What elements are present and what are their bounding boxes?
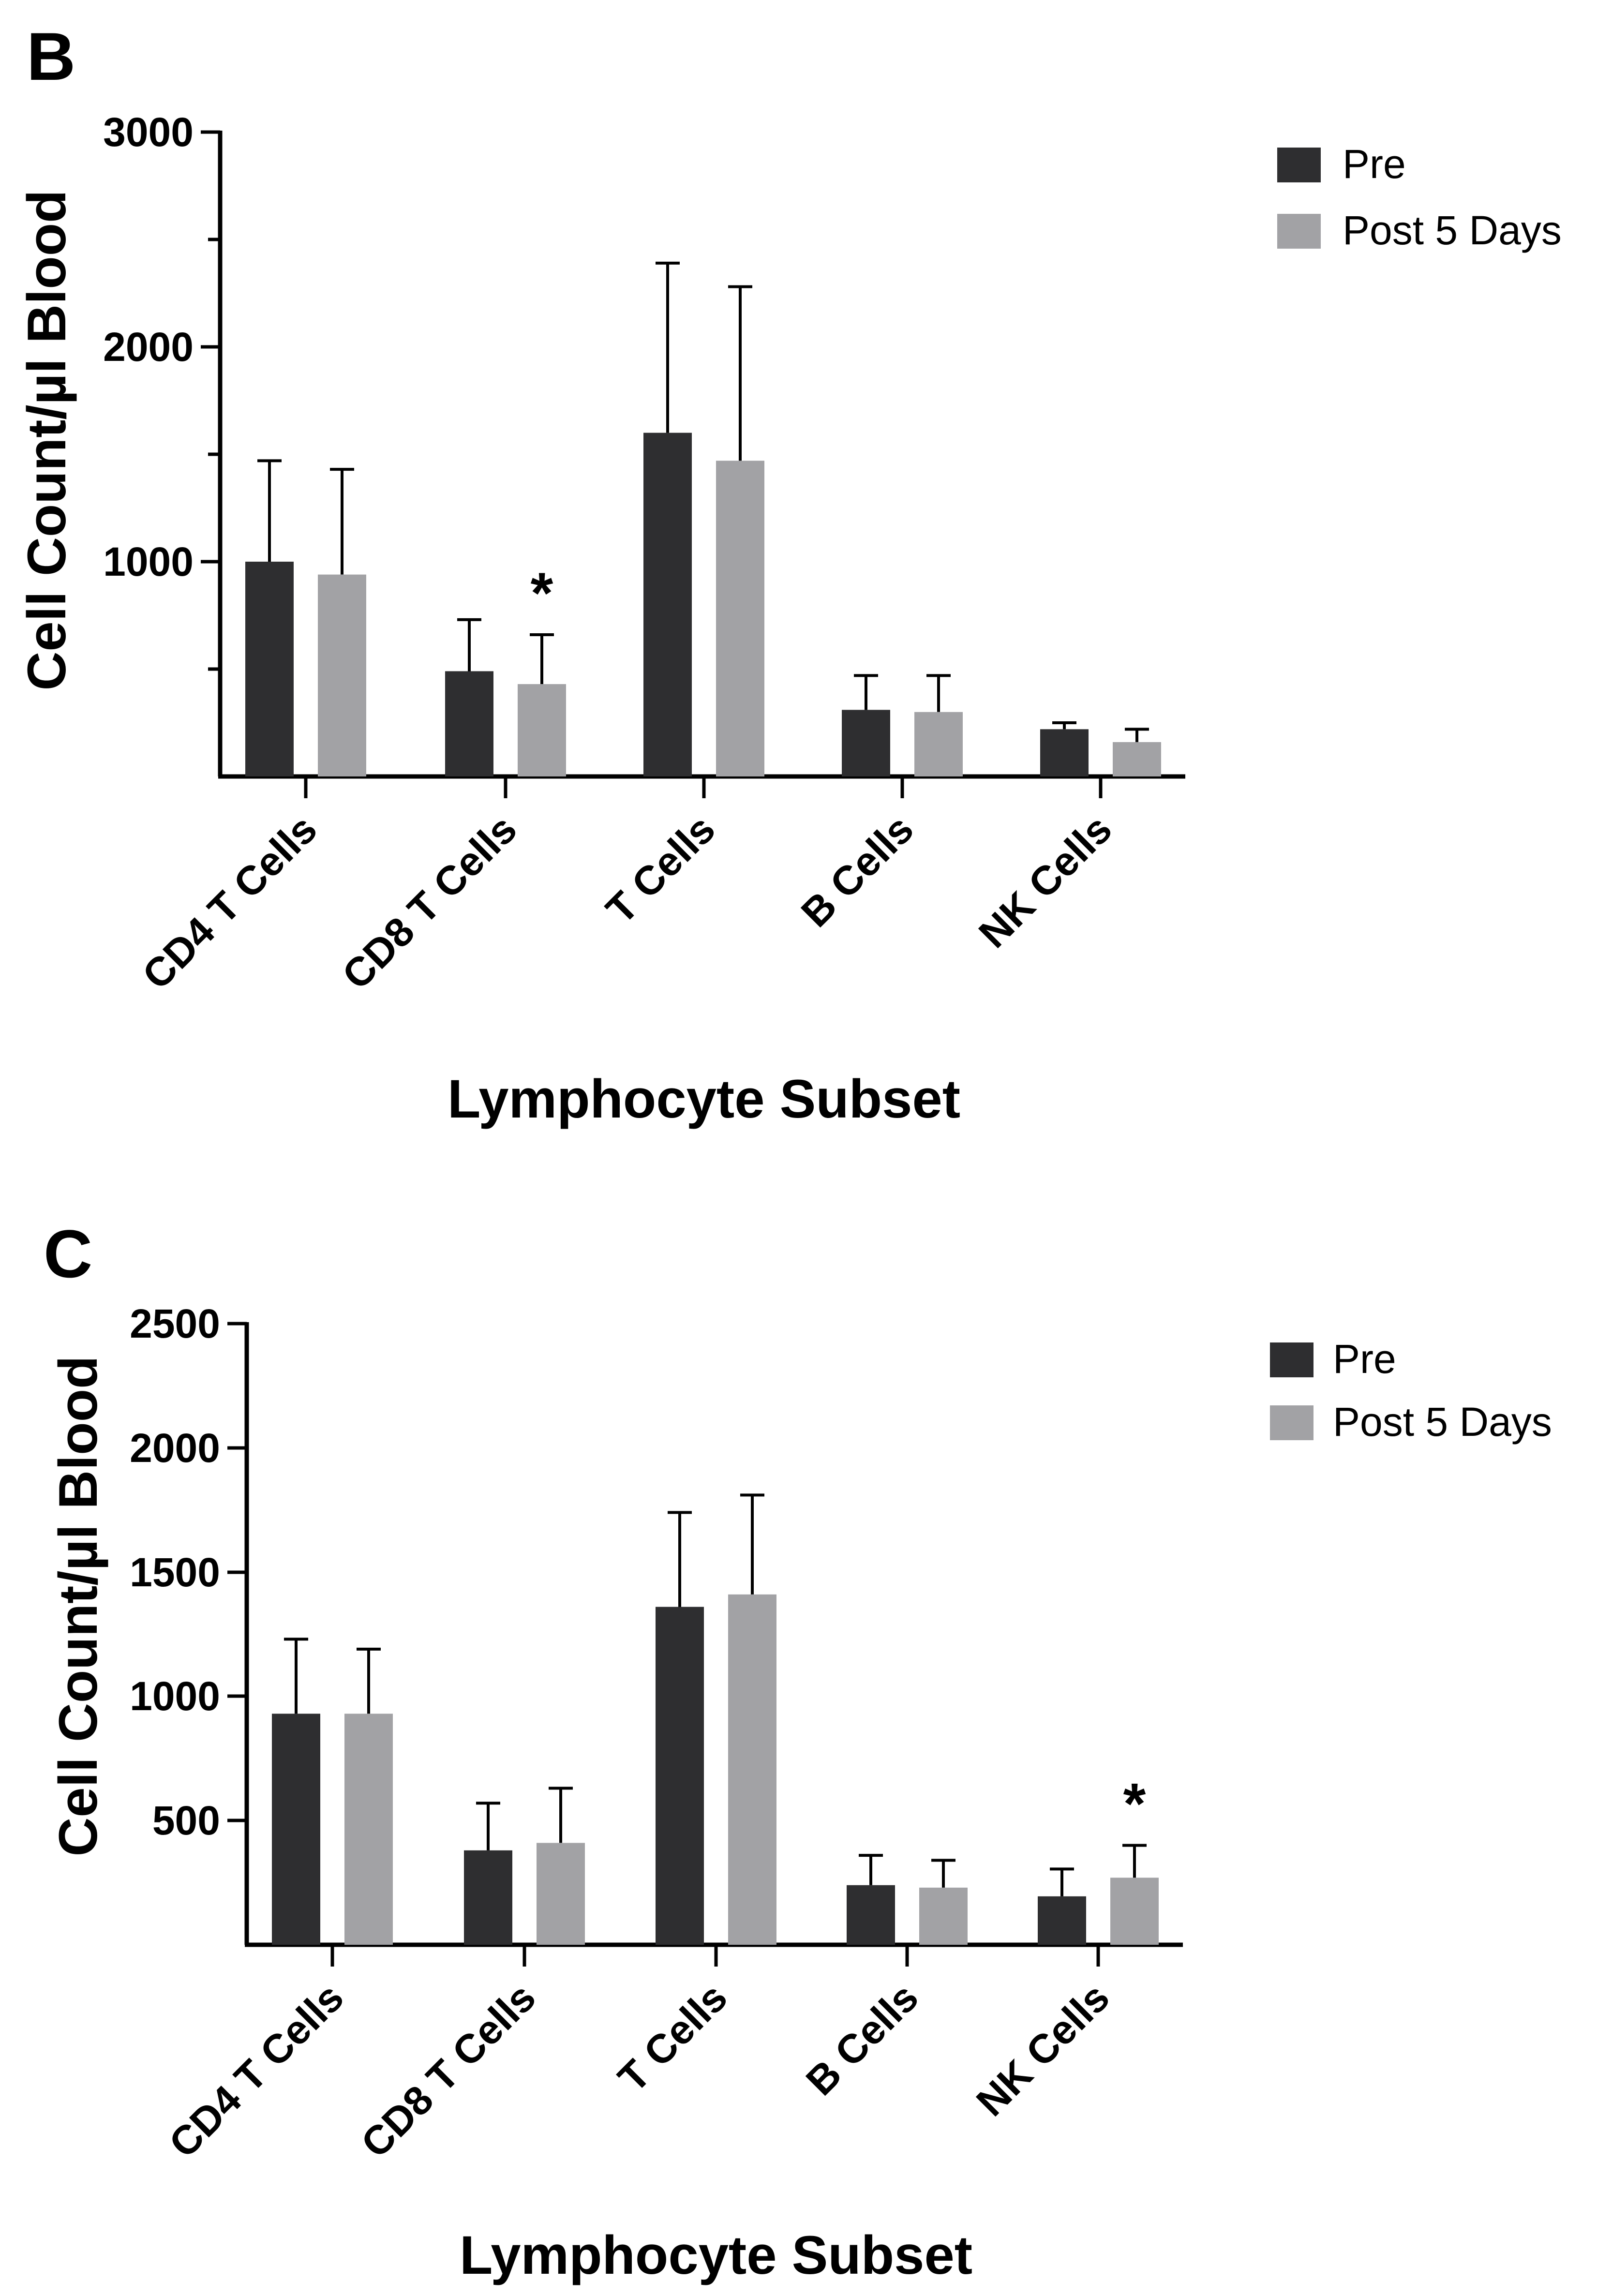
y-ticks-b: 1000 2000 3000 (103, 109, 220, 671)
y-ticks-c: 500 1000 1500 2000 2500 (130, 1301, 247, 1843)
bars-b: * (245, 261, 1161, 776)
x-category-label: T Cells (610, 1974, 736, 2101)
legend-label-pre: Pre (1333, 1336, 1396, 1382)
x-category-labels-b: CD4 T Cells CD8 T Cells T Cells B Cells … (134, 806, 1120, 998)
bar-post (318, 574, 366, 776)
panel-label-c: C (44, 1216, 92, 1292)
legend-swatch-post (1277, 214, 1321, 249)
legend-b: Pre Post 5 Days (1277, 141, 1562, 253)
bar-post (1113, 742, 1161, 776)
bar-post (537, 1843, 585, 1945)
y-tick-label: 2000 (130, 1425, 220, 1471)
x-category-label: CD4 T Cells (160, 1974, 352, 2166)
y-tick-label: 1000 (103, 539, 194, 584)
x-category-label: B Cells (797, 1974, 927, 2104)
legend-label-post: Post 5 Days (1343, 208, 1562, 253)
bar-pre (847, 1885, 895, 1945)
x-category-labels-c: CD4 T Cells CD8 T Cells T Cells B Cells … (160, 1974, 1118, 2166)
bar-post (716, 461, 764, 776)
y-tick-label: 2000 (103, 324, 194, 370)
bar-pre (842, 710, 890, 776)
bar-post (1110, 1878, 1159, 1945)
y-tick-label: 1500 (130, 1550, 220, 1595)
bar-post (728, 1594, 776, 1945)
bar-pre (445, 671, 493, 776)
significance-marker: * (531, 561, 553, 626)
y-tick-label: 3000 (103, 109, 194, 155)
bar-post (914, 712, 963, 776)
x-ticks-c (330, 1945, 1100, 1967)
x-category-label: T Cells (597, 806, 724, 932)
chart-panel-c: C Cell Count/µl Blood 500 1000 1500 2000… (44, 1216, 1552, 2285)
x-ticks-b (304, 776, 1103, 798)
bar-pre (656, 1607, 704, 1945)
bar-post (344, 1714, 393, 1945)
bar-pre (1038, 1896, 1086, 1945)
legend-c: Pre Post 5 Days (1270, 1336, 1552, 1445)
x-category-label: CD8 T Cells (333, 806, 525, 998)
y-axis-title-c: Cell Count/µl Blood (48, 1356, 108, 1856)
bar-pre (643, 432, 692, 776)
bar-pre (1040, 729, 1089, 776)
bar-pre (464, 1850, 512, 1945)
x-axis-title-b: Lymphocyte Subset (448, 1069, 960, 1129)
x-category-label: NK Cells (970, 806, 1120, 956)
legend-swatch-post (1270, 1405, 1313, 1440)
bar-post (518, 684, 566, 776)
legend-swatch-pre (1270, 1342, 1313, 1377)
legend-swatch-pre (1277, 148, 1321, 182)
y-tick-label: 500 (152, 1798, 220, 1843)
x-category-label: B Cells (792, 806, 922, 936)
significance-marker: * (1123, 1772, 1146, 1836)
x-category-label: CD4 T Cells (134, 806, 326, 998)
bars-c: * (272, 1493, 1159, 1945)
chart-panel-b: B Cell Count/µl Blood 1000 2000 3000 CD4… (16, 18, 1562, 1129)
y-axis-title-b: Cell Count/µl Blood (16, 190, 77, 690)
y-tick-label: 2500 (130, 1301, 220, 1346)
panel-label-b: B (27, 18, 75, 94)
x-category-label: CD8 T Cells (352, 1974, 544, 2166)
x-axis-title-c: Lymphocyte Subset (460, 2225, 972, 2285)
x-category-label: NK Cells (968, 1974, 1118, 2125)
bar-pre (245, 562, 294, 776)
legend-label-pre: Pre (1343, 141, 1406, 187)
bar-pre (272, 1714, 320, 1945)
y-tick-label: 1000 (130, 1673, 220, 1719)
bar-post (919, 1887, 968, 1945)
legend-label-post: Post 5 Days (1333, 1399, 1552, 1445)
